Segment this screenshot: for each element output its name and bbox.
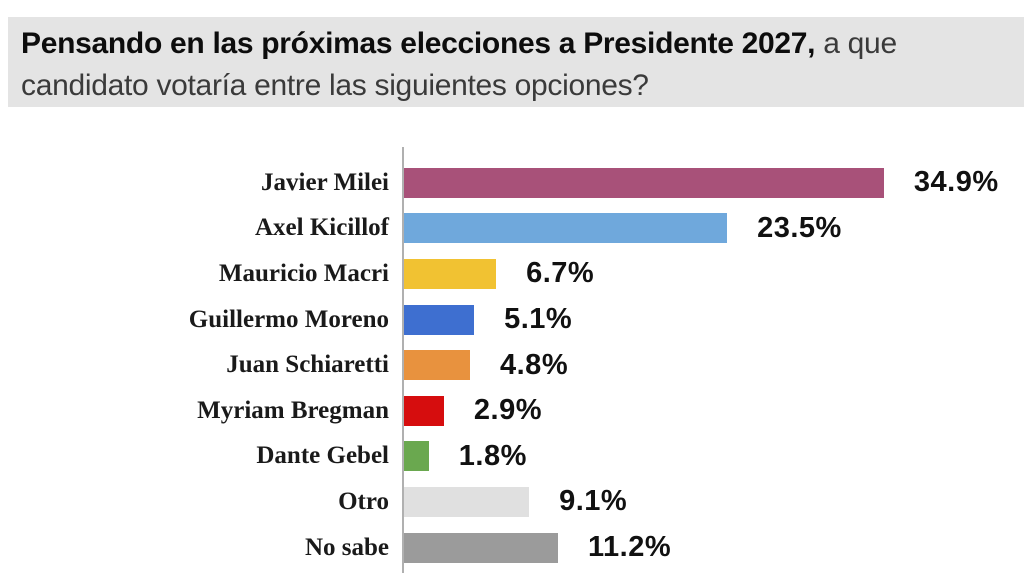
bar-value-label: 1.8% xyxy=(458,439,527,472)
bar-value-label: 23.5% xyxy=(757,211,842,244)
bar xyxy=(404,486,530,517)
bar-category-label: Axel Kicillof xyxy=(255,214,389,242)
bar-row: Otro 9.1% xyxy=(0,479,1024,525)
bar-category-label: Otro xyxy=(338,487,389,515)
bar-value-label: 6.7% xyxy=(526,257,595,290)
question-title-regular: a que xyxy=(823,27,897,60)
bar-row: Javier Milei 34.9% xyxy=(0,160,1024,206)
bar xyxy=(404,350,470,381)
bar-row: Myriam Bregman 2.9% xyxy=(0,388,1024,434)
bar-row: Axel Kicillof 23.5% xyxy=(0,206,1024,252)
bar-category-label: Dante Gebel xyxy=(256,442,389,470)
bar xyxy=(404,258,497,289)
bar-row: Juan Schiaretti 4.8% xyxy=(0,342,1024,388)
bar-row: Guillermo Moreno 5.1% xyxy=(0,297,1024,343)
bar-category-label: No sabe xyxy=(304,533,389,561)
bar xyxy=(404,532,558,563)
bar-value-label: 11.2% xyxy=(588,531,672,564)
bar-row: Mauricio Macri 6.7% xyxy=(0,251,1024,297)
y-axis-line xyxy=(402,147,404,573)
bar-value-label: 2.9% xyxy=(473,394,542,427)
bar xyxy=(404,304,475,335)
question-title-line1: Pensando en las próximas elecciones a Pr… xyxy=(21,23,1010,65)
bar-row: No sabe 11.2% xyxy=(0,525,1024,571)
question-title-line2: candidato votaría entre las siguientes o… xyxy=(21,69,649,102)
question-title-box: Pensando en las próximas elecciones a Pr… xyxy=(8,17,1024,107)
bar-value-label: 5.1% xyxy=(504,303,573,336)
bar-category-label: Guillermo Moreno xyxy=(188,305,389,333)
bar xyxy=(404,441,429,472)
poll-bar-chart: Javier Milei 34.9% Axel Kicillof 23.5% M… xyxy=(0,147,1024,573)
bar-category-label: Mauricio Macri xyxy=(218,259,389,287)
bar-category-label: Myriam Bregman xyxy=(197,396,389,424)
bar-value-label: 34.9% xyxy=(913,166,999,199)
bar-row: Dante Gebel 1.8% xyxy=(0,434,1024,480)
bar-category-label: Juan Schiaretti xyxy=(226,351,389,379)
bar-value-label: 4.8% xyxy=(500,348,569,381)
bar xyxy=(404,213,728,244)
bar-category-label: Javier Milei xyxy=(261,168,389,196)
question-title-bold: Pensando en las próximas elecciones a Pr… xyxy=(21,27,816,60)
bar xyxy=(404,167,884,198)
bar-value-label: 9.1% xyxy=(559,485,628,518)
bar xyxy=(404,395,444,426)
